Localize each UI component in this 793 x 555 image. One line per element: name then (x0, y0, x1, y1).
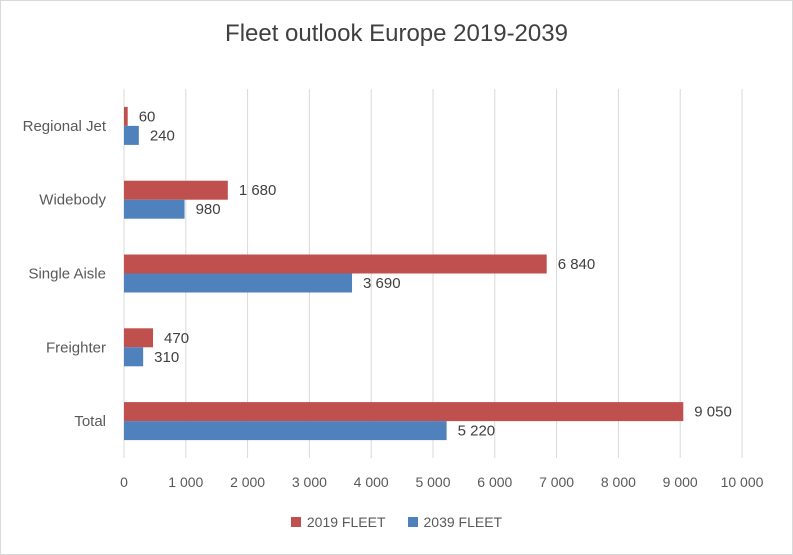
legend-swatch-2039 (407, 517, 418, 527)
x-tick-label: 3 000 (292, 474, 327, 490)
data-label: 470 (164, 330, 189, 347)
bar-2039 (124, 347, 144, 367)
x-tick-label: 0 (120, 474, 128, 490)
bar-2039 (124, 125, 139, 145)
x-tick-label: 7 000 (539, 474, 574, 490)
chart-legend: 2019 FLEET 2039 FLEET (0, 514, 793, 530)
x-tick-label: 5 000 (415, 474, 450, 490)
chart-title: Fleet outlook Europe 2019-2039 (225, 20, 568, 47)
data-label: 310 (154, 349, 179, 366)
bar-2019 (124, 254, 547, 274)
legend-item-2019: 2019 FLEET (290, 514, 386, 530)
data-label: 6 840 (558, 256, 596, 273)
legend-label-2039: 2039 FLEET (423, 514, 503, 530)
bar-2039 (124, 421, 447, 441)
category-label: Widebody (39, 192, 106, 209)
data-label: 9 050 (694, 404, 732, 421)
x-tick-label: 8 000 (601, 474, 636, 490)
data-label: 3 690 (363, 275, 401, 292)
bar-2039 (124, 199, 185, 219)
legend-swatch-2019 (290, 517, 301, 527)
data-label: 1 680 (239, 182, 277, 199)
x-tick-label: 1 000 (168, 474, 203, 490)
bar-2019 (124, 180, 228, 200)
legend-label-2019: 2019 FLEET (306, 514, 386, 530)
x-tick-label: 9 000 (663, 474, 698, 490)
category-label: Regional Jet (23, 118, 107, 135)
bar-2019 (124, 402, 684, 422)
category-label: Single Aisle (28, 266, 106, 283)
category-label: Freighter (46, 339, 106, 356)
data-label: 60 (139, 108, 156, 125)
x-tick-label: 10 000 (721, 474, 764, 490)
data-label: 980 (196, 201, 221, 218)
legend-item-2039: 2039 FLEET (407, 514, 503, 530)
category-label: Total (74, 413, 106, 430)
x-tick-label: 4 000 (354, 474, 389, 490)
bar-2019 (124, 106, 128, 126)
bar-2039 (124, 273, 353, 293)
bar-2019 (124, 328, 154, 348)
x-tick-label: 2 000 (230, 474, 265, 490)
data-label: 5 220 (458, 423, 496, 440)
data-label: 240 (150, 127, 175, 144)
x-tick-label: 6 000 (477, 474, 512, 490)
